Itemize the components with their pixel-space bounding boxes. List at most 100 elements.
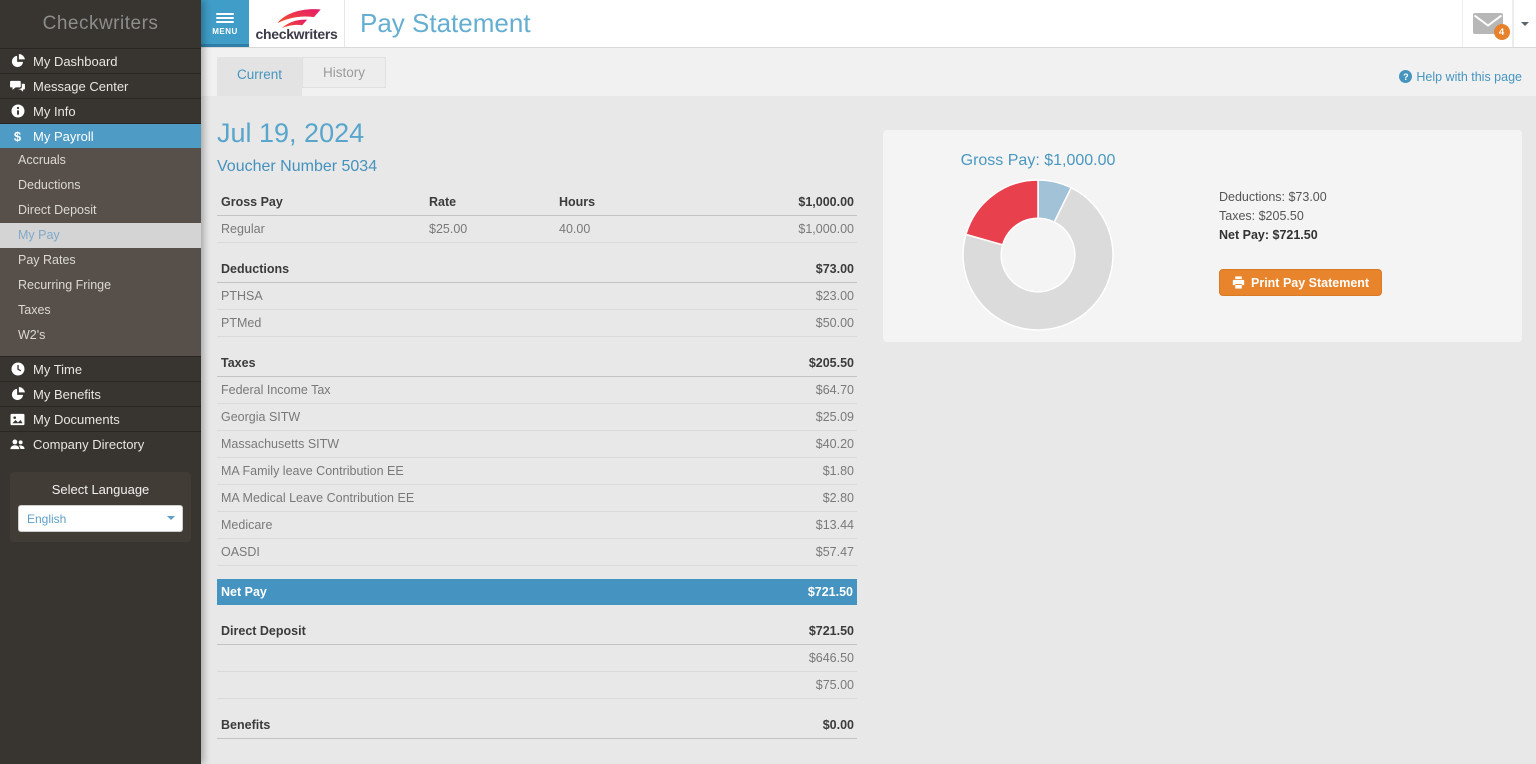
help-link-label: Help with this page (1416, 69, 1522, 84)
sidebar-item-my-benefits[interactable]: My Benefits (0, 381, 201, 406)
help-link[interactable]: ? Help with this page (1399, 70, 1522, 84)
donut-slice-net-pay (962, 186, 1114, 331)
account-menu-button[interactable] (1513, 0, 1536, 47)
language-select[interactable]: English (18, 505, 183, 532)
sidebar-item-my-dashboard[interactable]: My Dashboard (0, 48, 201, 73)
cell-hours (559, 316, 669, 330)
language-panel-label: Select Language (51, 482, 150, 497)
cell-hours (559, 491, 669, 505)
cell-label: Direct Deposit (221, 624, 306, 638)
print-button-label: Print Pay Statement (1251, 275, 1370, 290)
cell-hours (559, 437, 669, 451)
cell-rate: $25.00 (429, 222, 468, 236)
sidebar-subitem-my-pay[interactable]: My Pay (0, 223, 201, 248)
messages-button[interactable]: 4 (1462, 0, 1513, 47)
cell-hours (559, 289, 669, 303)
cell-hours (559, 518, 669, 532)
cell-rate (429, 356, 559, 370)
tab-strip: Current History ? Help with this page (201, 48, 1536, 96)
logo-wordmark: checkwriters (255, 26, 338, 42)
brand-logo: checkwriters (249, 0, 345, 47)
table-row: Massachusetts SITW $40.20 (217, 431, 857, 458)
info-icon (9, 104, 26, 119)
header-spacer (531, 0, 1462, 47)
sidebar-item-label: Company Directory (33, 436, 145, 452)
cell-amount: $13.44 (815, 518, 854, 532)
sidebar-item-my-info[interactable]: My Info (0, 98, 201, 123)
sidebar-item-message-center[interactable]: Message Center (0, 73, 201, 98)
sidebar-subitem-accruals[interactable]: Accruals (18, 153, 66, 167)
sidebar-item-label: My Documents (33, 411, 120, 427)
sidebar-subitem-direct-deposit[interactable]: Direct Deposit (18, 203, 97, 217)
table-row: PTHSA $23.00 (217, 283, 857, 310)
cell-label (221, 651, 429, 665)
cell-hours (559, 585, 669, 599)
chart-legend: Deductions: $73.00 Taxes: $205.50 Net Pa… (1219, 152, 1383, 342)
table-row: PTMed $50.00 (217, 310, 857, 337)
section-header-row: Benefits $0.00 (217, 712, 857, 739)
cell-rate (429, 464, 559, 478)
cell-amount: $75.00 (815, 678, 854, 692)
cell-hours (559, 718, 669, 732)
cell-hours (559, 545, 669, 559)
table-row: Georgia SITW $25.09 (217, 404, 857, 431)
cell-label: MA Family leave Contribution EE (221, 464, 404, 478)
cell-label: Massachusetts SITW (221, 437, 340, 451)
cell-label: Taxes (221, 356, 256, 370)
users-icon (9, 437, 26, 452)
print-pay-statement-button[interactable]: Print Pay Statement (1219, 269, 1383, 296)
section-taxes: Taxes $205.50 Federal Income Tax $64.70 Geor… (217, 350, 857, 566)
cell-label: Regular (221, 222, 265, 236)
section-header-row: Taxes $205.50 (217, 350, 857, 377)
sidebar-item-my-payroll[interactable]: $ My Payroll (0, 123, 201, 148)
cell-rate (429, 491, 559, 505)
summary-panel: Gross Pay: $1,000.00 Deductions: $73.00 … (883, 130, 1522, 342)
cell-rate: Rate (429, 195, 457, 209)
cell-rate (429, 651, 559, 665)
cell-amount: $25.09 (815, 410, 854, 424)
top-header: MENU checkwriters Pay Statement (201, 0, 1536, 48)
section-benefits: Benefits $0.00 (217, 712, 857, 739)
cell-label: Gross Pay (221, 195, 283, 209)
cell-amount: $646.50 (808, 651, 854, 665)
sidebar-subitem-w2s[interactable]: W2's (18, 328, 46, 342)
sidebar-item-my-documents[interactable]: My Documents (0, 406, 201, 431)
cell-label: MA Medical Leave Contribution EE (221, 491, 415, 505)
cell-rate (429, 410, 559, 424)
sidebar-subitem-recurring-fringe[interactable]: Recurring Fringe (18, 278, 112, 292)
cell-hours (559, 678, 669, 692)
cell-amount: $73.00 (815, 262, 854, 276)
table-row: MA Family leave Contribution EE $1.80 (217, 458, 857, 485)
submenu-gap (0, 348, 201, 356)
cell-label: Net Pay (221, 585, 267, 599)
cell-label: PTHSA (221, 289, 263, 303)
pie-icon (9, 387, 26, 402)
cell-label: Medicare (221, 518, 273, 532)
menu-button[interactable]: MENU (201, 0, 249, 47)
section-header-row: Direct Deposit $721.50 (217, 618, 857, 645)
cell-rate (429, 718, 559, 732)
tab-current[interactable]: Current (217, 57, 303, 96)
cell-hours: Hours (559, 195, 596, 209)
table-row: Federal Income Tax $64.70 (217, 377, 857, 404)
gross-pay-title: Gross Pay: $1,000.00 (960, 152, 1116, 169)
sidebar-subitem-taxes[interactable]: Taxes (18, 303, 51, 317)
sidebar-item-my-time[interactable]: My Time (0, 356, 201, 381)
sidebar-subitem-deductions[interactable]: Deductions (18, 178, 81, 192)
tab-history[interactable]: History (302, 57, 387, 88)
main-area: MENU checkwriters Pay Statement (201, 0, 1536, 764)
sidebar-item-label: Message Center (33, 78, 129, 94)
table-row: $646.50 (217, 645, 857, 672)
cell-rate (429, 437, 559, 451)
cell-label: Georgia SITW (221, 410, 301, 424)
cell-amount: $1,000.00 (798, 195, 854, 209)
pay-statement-column: Jul 19, 2024 Voucher Number 5034 Gross P… (217, 96, 857, 739)
cell-amount: $1.80 (822, 464, 854, 478)
sidebar-item-label: My Payroll (33, 128, 94, 144)
section-deductions: Deductions $73.00 PTHSA $23.00 PTMed $50.00 (217, 256, 857, 337)
sidebar-item-company-directory[interactable]: Company Directory (0, 431, 201, 456)
cell-rate (429, 316, 559, 330)
chart-column: Gross Pay: $1,000.00 (961, 152, 1115, 342)
sidebar-subitem-pay-rates[interactable]: Pay Rates (18, 253, 76, 267)
